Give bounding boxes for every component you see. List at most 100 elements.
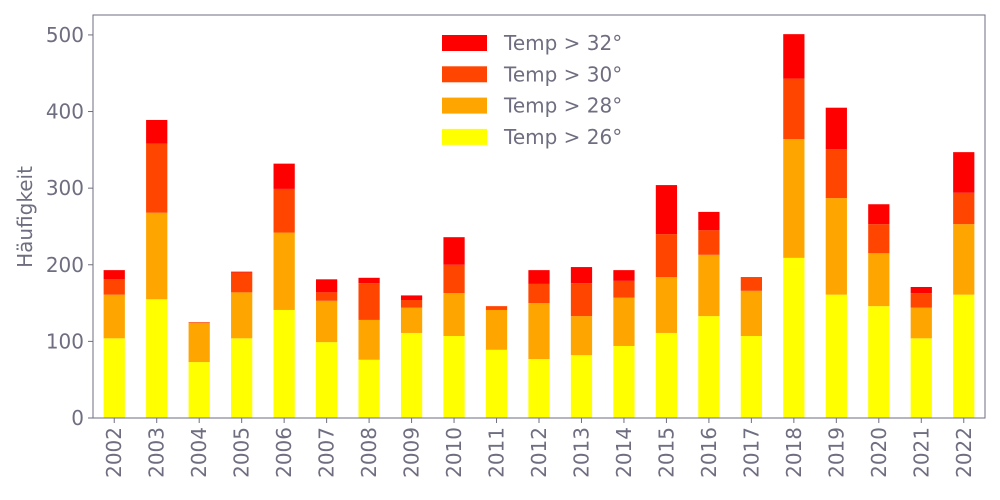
x-tick-label: 2006 (272, 427, 296, 478)
bar-2010-series-2 (443, 264, 465, 294)
bar-2006-series-1 (273, 232, 295, 310)
bar-2003-series-2 (146, 143, 168, 213)
bar-2019-series-3 (825, 107, 847, 150)
x-tick-label: 2014 (612, 427, 636, 478)
bar-2016-series-0 (698, 316, 720, 418)
x-tick-label: 2019 (824, 427, 848, 478)
x-tick-label: 2004 (187, 427, 211, 478)
bar-2012-series-3 (528, 270, 550, 284)
bar-2002-series-0 (103, 338, 125, 418)
bar-2021-series-0 (910, 338, 932, 418)
bar-2005-series-3 (231, 271, 253, 273)
bar-2011-series-1 (485, 309, 508, 350)
bar-2002-series-3 (103, 270, 125, 280)
bar-2015-series-3 (655, 185, 678, 235)
x-tick-label: 2022 (952, 427, 976, 478)
bar-2012-series-0 (528, 359, 550, 418)
bar-2010-series-0 (443, 336, 465, 418)
bar-2007-series-1 (316, 300, 338, 343)
bar-2018-series-3 (783, 34, 805, 79)
bars-layer (103, 34, 975, 418)
bar-2015-series-0 (655, 332, 678, 418)
bar-2016-series-3 (698, 211, 720, 231)
bar-2019-series-1 (825, 198, 847, 295)
bar-2004-series-2 (188, 322, 210, 323)
y-tick-label: 100 (46, 329, 84, 353)
bar-2020-series-0 (868, 306, 890, 418)
y-tick-label: 0 (71, 406, 84, 430)
bar-2017-series-0 (740, 336, 762, 418)
bar-2008-series-2 (358, 283, 380, 320)
bar-2013-series-3 (570, 267, 593, 284)
bar-2018-series-1 (783, 139, 805, 258)
bar-2020-series-1 (868, 253, 890, 307)
x-tick-label: 2005 (230, 427, 254, 478)
y-axis-label: Häufigkeit (13, 166, 37, 268)
bar-2007-series-2 (316, 292, 338, 301)
bar-2013-series-2 (570, 283, 593, 317)
bar-2003-series-3 (146, 119, 168, 144)
x-tick-label: 2003 (145, 427, 169, 478)
bar-2010-series-1 (443, 293, 465, 337)
y-tick-label: 200 (46, 253, 84, 277)
bar-2019-series-0 (825, 294, 847, 418)
x-tick-label: 2009 (400, 427, 424, 478)
legend-swatch (442, 35, 487, 51)
bar-2022-series-2 (953, 192, 975, 225)
legend-label: Temp > 30° (503, 62, 622, 86)
x-tick-label: 2007 (315, 427, 339, 478)
bar-2016-series-2 (698, 230, 720, 255)
bar-2021-series-2 (910, 293, 932, 308)
legend-label: Temp > 32° (503, 31, 622, 55)
bar-2011-series-2 (485, 306, 508, 310)
bar-2008-series-0 (358, 359, 380, 418)
bar-2009-series-1 (400, 307, 423, 333)
bar-2014-series-2 (613, 280, 635, 298)
bar-2015-series-2 (655, 234, 678, 278)
bar-2013-series-0 (570, 355, 593, 418)
bar-2002-series-1 (103, 294, 125, 339)
bar-2022-series-0 (953, 294, 975, 418)
y-tick-label: 400 (46, 100, 84, 124)
x-tick-label: 2015 (654, 427, 678, 478)
bar-2020-series-2 (868, 224, 890, 254)
bar-2014-series-0 (613, 345, 635, 418)
bar-2018-series-2 (783, 78, 805, 140)
bar-2009-series-0 (400, 332, 423, 418)
x-tick-label: 2013 (569, 427, 593, 478)
bar-2019-series-2 (825, 149, 847, 199)
bar-2007-series-3 (316, 279, 338, 293)
x-tick-label: 2016 (697, 427, 721, 478)
bar-2022-series-3 (953, 152, 975, 193)
bar-2004-series-1 (188, 322, 210, 363)
bar-2009-series-2 (400, 300, 423, 308)
bar-2012-series-2 (528, 283, 550, 304)
x-tick-label: 2021 (909, 427, 933, 478)
x-tick-label: 2017 (739, 427, 763, 478)
bar-2006-series-3 (273, 163, 295, 189)
bar-2002-series-2 (103, 279, 125, 295)
bar-2021-series-1 (910, 307, 932, 339)
x-tick-label: 2002 (102, 427, 126, 478)
x-tick-label: 2011 (485, 427, 509, 478)
bar-2013-series-1 (570, 316, 593, 356)
bar-2020-series-3 (868, 204, 890, 225)
legend-swatch (442, 128, 487, 145)
bar-2007-series-0 (316, 342, 338, 418)
bar-2015-series-1 (655, 277, 678, 333)
x-tick-label: 2012 (527, 427, 551, 478)
bar-2014-series-3 (613, 270, 635, 281)
bar-2011-series-0 (485, 349, 508, 418)
bar-2017-series-1 (740, 290, 762, 337)
x-tick-label: 2010 (442, 427, 466, 478)
bar-2004-series-0 (188, 362, 210, 418)
bar-2022-series-1 (953, 224, 975, 295)
bar-2014-series-1 (613, 297, 635, 346)
bar-2018-series-0 (783, 257, 805, 418)
bar-2003-series-1 (146, 212, 168, 300)
bar-2006-series-0 (273, 309, 295, 418)
bar-2010-series-3 (443, 237, 465, 265)
bar-2009-series-3 (400, 295, 423, 301)
legend-swatch (442, 97, 487, 114)
